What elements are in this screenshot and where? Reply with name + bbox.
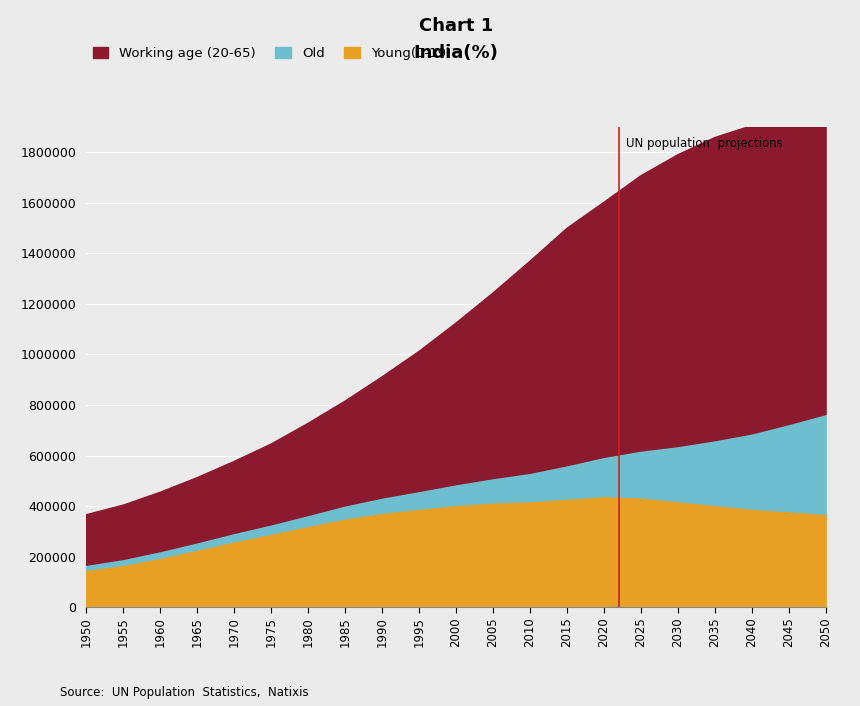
Text: Source:  UN Population  Statistics,  Natixis: Source: UN Population Statistics, Natixi… (60, 686, 309, 699)
Legend: Working age (20-65), Old, Young(0-19): Working age (20-65), Old, Young(0-19) (93, 47, 451, 60)
Title: Chart 1
India(%): Chart 1 India(%) (414, 17, 498, 61)
Text: UN population  projections: UN population projections (626, 137, 783, 150)
